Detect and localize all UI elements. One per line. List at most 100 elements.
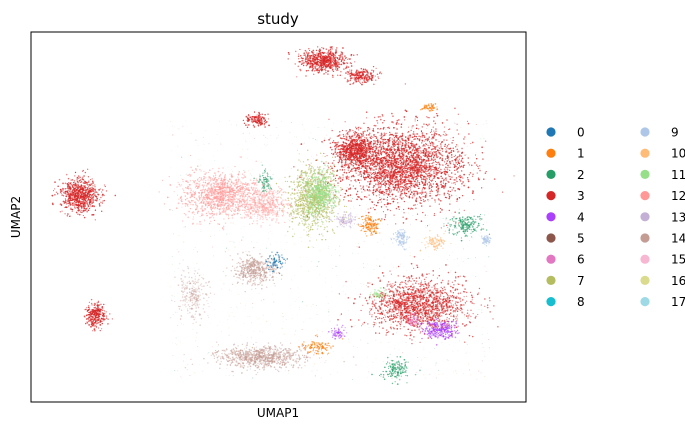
- scatter-point: [392, 152, 394, 155]
- scatter-point: [438, 309, 440, 312]
- scatter-point: [413, 193, 415, 195]
- scatter-point: [410, 307, 413, 310]
- scatter-point: [395, 288, 397, 290]
- scatter-point: [425, 193, 427, 195]
- scatter-point: [377, 188, 379, 190]
- scatter-point: [381, 181, 383, 183]
- scatter-point: [456, 307, 458, 309]
- scatter-point: [382, 122, 384, 124]
- scatter-point: [440, 175, 442, 178]
- scatter-point: [398, 320, 400, 323]
- scatter-point: [375, 315, 377, 318]
- scatter-point: [421, 274, 423, 277]
- scatter-point: [446, 293, 449, 296]
- scatter-point: [379, 180, 381, 183]
- scatter-point: [446, 318, 448, 320]
- scatter-point: [358, 153, 361, 155]
- scatter-point: [446, 160, 448, 162]
- scatter-point: [401, 299, 403, 301]
- scatter-point: [368, 146, 370, 148]
- scatter-point: [384, 300, 386, 302]
- scatter-point: [377, 180, 379, 182]
- scatter-point: [419, 300, 421, 303]
- scatter-point: [433, 143, 435, 145]
- scatter-point: [335, 180, 337, 182]
- scatter-point: [402, 180, 405, 182]
- scatter-point: [407, 280, 409, 283]
- scatter-point: [433, 176, 435, 178]
- scatter-point: [397, 275, 399, 277]
- scatter-point: [384, 180, 386, 182]
- scatter-point: [355, 127, 358, 130]
- scatter-point: [414, 304, 416, 306]
- scatter-point: [353, 150, 356, 152]
- scatter-point: [344, 158, 347, 161]
- scatter-point: [455, 276, 457, 278]
- scatter-point: [387, 176, 389, 179]
- scatter-point: [447, 147, 449, 150]
- scatter-point: [358, 147, 361, 150]
- scatter-point: [428, 123, 430, 126]
- scatter-point: [298, 60, 301, 63]
- scatter-point: [441, 148, 444, 150]
- scatter-point: [455, 309, 458, 311]
- scatter-point: [427, 288, 429, 290]
- scatter-point: [404, 316, 406, 318]
- scatter-point: [392, 197, 394, 200]
- scatter-point: [414, 144, 416, 146]
- scatter-point: [416, 213, 419, 215]
- scatter-point: [476, 158, 478, 160]
- scatter-point: [395, 207, 398, 210]
- scatter-point: [339, 131, 341, 133]
- scatter-point: [404, 281, 406, 283]
- scatter-point: [392, 285, 394, 288]
- scatter-point: [385, 176, 387, 179]
- scatter-point: [484, 140, 487, 142]
- scatter-point: [450, 308, 452, 311]
- scatter-point: [357, 174, 359, 176]
- scatter-point: [392, 115, 394, 117]
- scatter-point: [393, 214, 395, 216]
- scatter-point: [414, 118, 416, 120]
- scatter-point: [383, 218, 386, 221]
- scatter-point: [420, 174, 422, 176]
- scatter-point: [388, 154, 391, 156]
- scatter-point: [326, 155, 328, 157]
- scatter-point: [297, 65, 300, 68]
- scatter-point: [428, 316, 430, 318]
- scatter-point: [390, 294, 392, 297]
- scatter-point: [420, 150, 422, 152]
- scatter-point: [399, 143, 401, 145]
- scatter-point: [361, 191, 363, 193]
- scatter-point: [422, 199, 425, 201]
- scatter-point: [404, 285, 406, 287]
- scatter-point: [433, 154, 436, 156]
- scatter-point: [403, 149, 406, 152]
- scatter-point: [404, 163, 407, 166]
- scatter-point: [402, 153, 404, 156]
- scatter-point: [361, 325, 363, 327]
- scatter-point: [446, 157, 449, 159]
- scatter-point: [401, 135, 403, 138]
- scatter-point: [395, 136, 398, 139]
- scatter-point: [342, 177, 344, 179]
- scatter-point: [442, 298, 445, 301]
- scatter-point: [425, 300, 427, 302]
- scatter-point: [423, 278, 426, 281]
- scatter-point: [355, 161, 357, 164]
- scatter-point: [380, 185, 382, 187]
- scatter-point: [419, 288, 422, 290]
- scatter-point: [354, 132, 356, 135]
- scatter-point: [451, 156, 453, 159]
- scatter-point: [397, 157, 400, 160]
- scatter-point: [467, 178, 469, 181]
- scatter-point: [352, 302, 355, 305]
- scatter-point: [409, 301, 411, 303]
- scatter-point: [462, 181, 464, 183]
- scatter-point: [397, 162, 399, 164]
- scatter-point: [423, 144, 425, 146]
- scatter-point: [406, 176, 408, 179]
- scatter-point: [366, 302, 369, 305]
- scatter-point: [406, 283, 408, 286]
- scatter-point: [403, 291, 406, 294]
